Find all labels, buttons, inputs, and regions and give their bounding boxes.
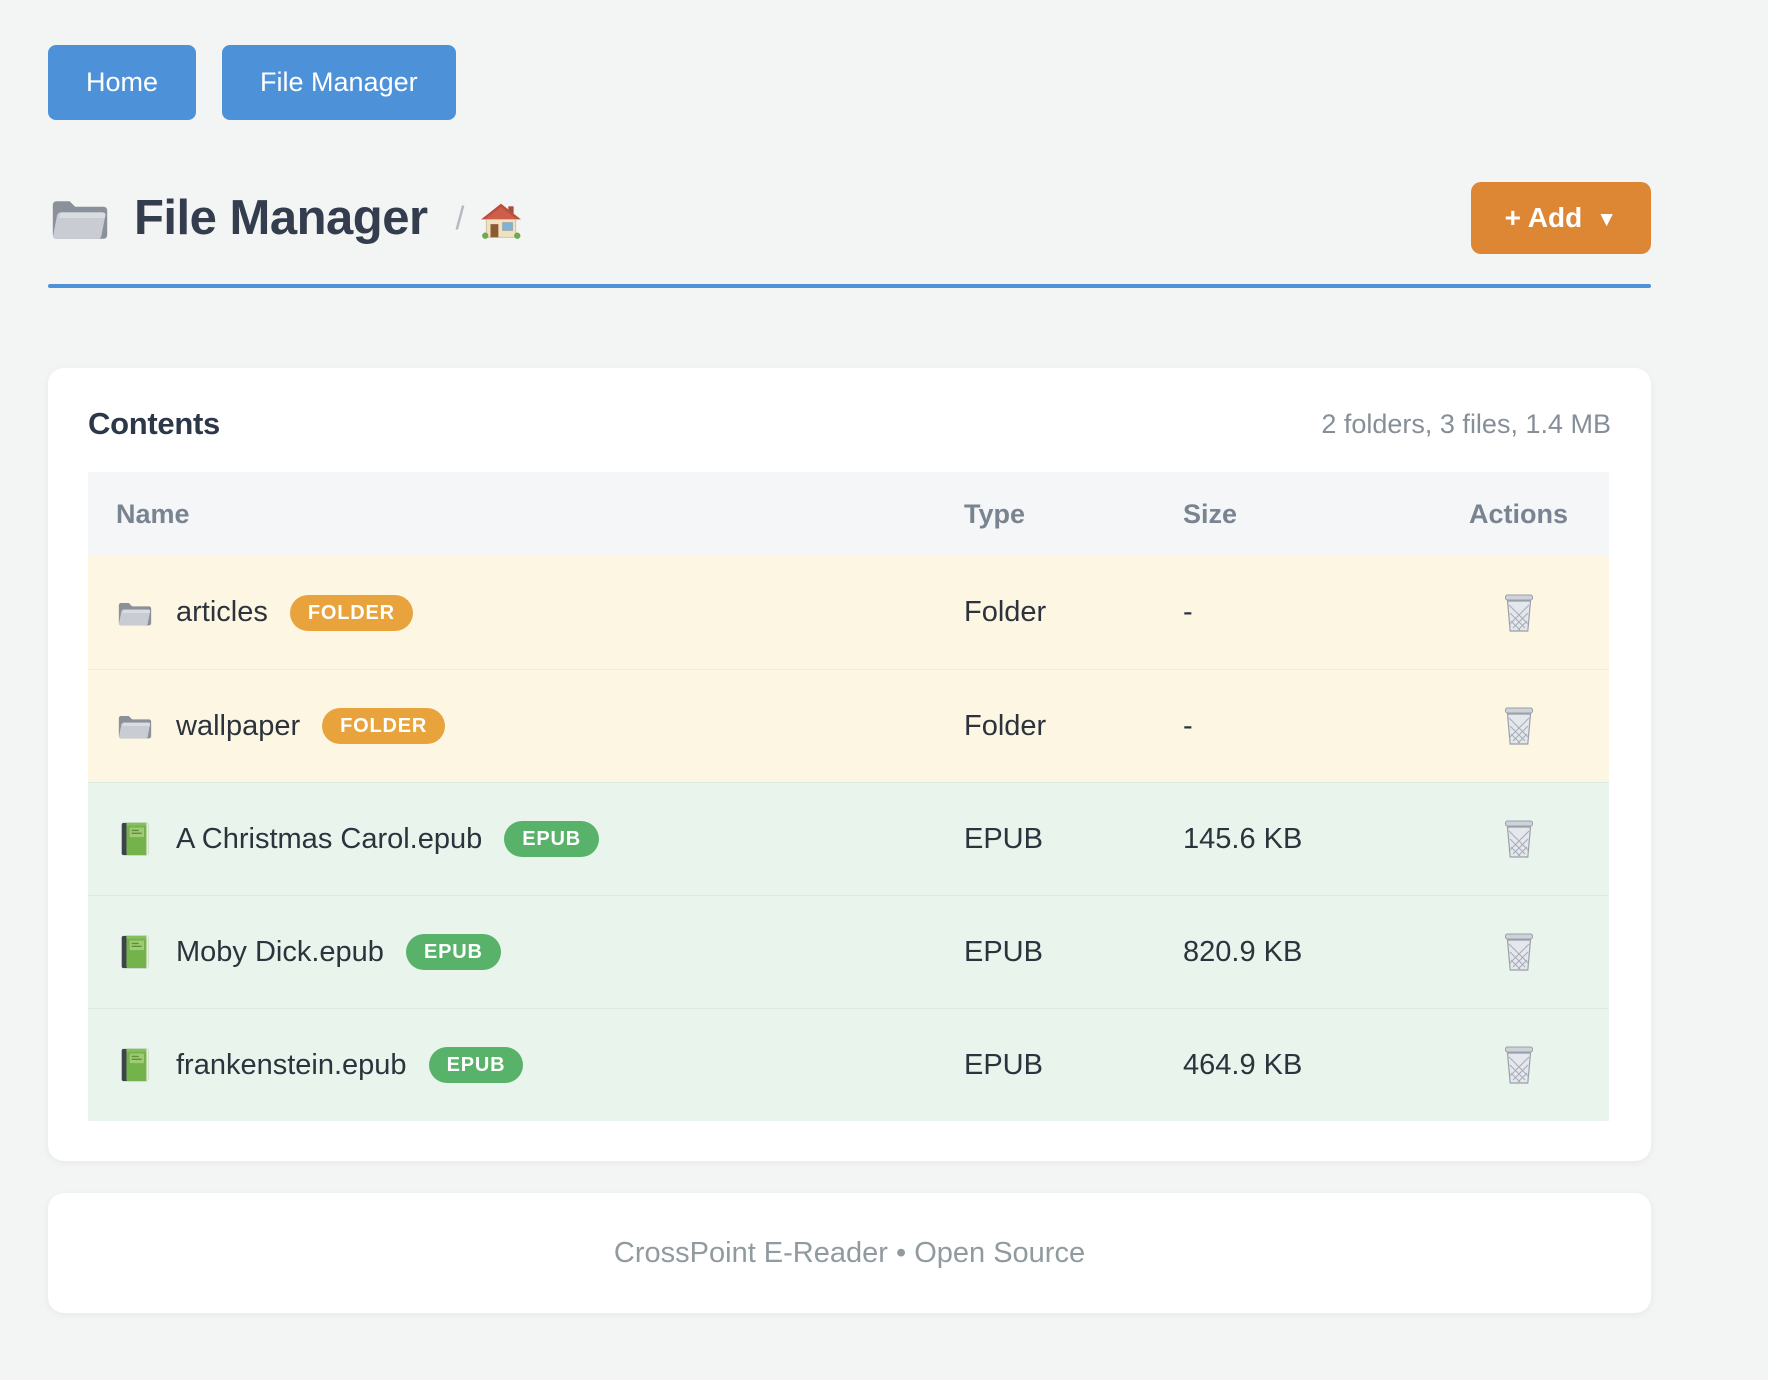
column-header-type: Type [964, 498, 1026, 529]
file-type: EPUB [964, 935, 1043, 968]
contents-summary: 2 folders, 3 files, 1.4 MB [1321, 408, 1611, 439]
file-name-link[interactable]: Moby Dick.epub [176, 935, 384, 968]
footer-text: CrossPoint E-Reader • Open Source [613, 1236, 1086, 1269]
trash-icon [1504, 594, 1533, 632]
delete-button[interactable] [1497, 928, 1541, 976]
title-group: File Manager / [48, 190, 1471, 246]
folder-icon [118, 602, 152, 625]
table-row: wallpaper FOLDER Folder - [88, 669, 1609, 782]
table-row: Moby Dick.epub EPUB EPUB 820.9 KB [88, 895, 1609, 1008]
contents-card-header: Contents 2 folders, 3 files, 1.4 MB [88, 406, 1611, 472]
page-header: File Manager / + Add ▼ [48, 182, 1651, 254]
delete-button[interactable] [1497, 815, 1541, 863]
file-size: 464.9 KB [1183, 1048, 1303, 1081]
file-size: 820.9 KB [1183, 935, 1303, 968]
file-type: Folder [964, 709, 1047, 742]
folder-icon [118, 716, 152, 739]
file-type: Folder [964, 596, 1047, 628]
table-row: articles FOLDER Folder - [88, 556, 1609, 669]
file-name-link[interactable]: A Christmas Carol.epub [176, 822, 483, 855]
column-header-size: Size [1183, 498, 1238, 529]
home-icon[interactable] [480, 202, 522, 240]
delete-button[interactable] [1497, 702, 1541, 750]
green-book-icon [121, 1048, 149, 1082]
contents-heading: Contents [88, 406, 220, 441]
add-button[interactable]: + Add ▼ [1470, 182, 1651, 254]
type-badge: FOLDER [322, 708, 446, 744]
green-book-icon [121, 822, 149, 856]
folder-icon [52, 201, 108, 239]
green-book-icon [121, 935, 149, 969]
file-name-link[interactable]: wallpaper [176, 709, 301, 742]
nav-file-manager-button[interactable]: File Manager [222, 45, 456, 120]
delete-button[interactable] [1497, 1041, 1541, 1089]
type-badge: EPUB [504, 821, 600, 857]
contents-card: Contents 2 folders, 3 files, 1.4 MB Name… [48, 368, 1651, 1161]
file-size: - [1183, 709, 1193, 742]
table-row: A Christmas Carol.epub EPUB EPUB 145.6 K… [88, 782, 1609, 895]
trash-icon [1504, 820, 1533, 858]
trash-icon [1504, 707, 1533, 745]
file-type: EPUB [964, 1048, 1043, 1081]
title-underline [48, 284, 1651, 288]
file-type: EPUB [964, 822, 1043, 855]
file-name-link[interactable]: frankenstein.epub [176, 1048, 407, 1081]
footer-card: CrossPoint E-Reader • Open Source [48, 1193, 1651, 1313]
column-header-name: Name [116, 498, 190, 529]
trash-icon [1504, 933, 1533, 971]
table-row: frankenstein.epub EPUB EPUB 464.9 KB [88, 1008, 1609, 1121]
delete-button[interactable] [1497, 589, 1541, 637]
type-badge: FOLDER [289, 594, 413, 631]
breadcrumb-separator: / [455, 199, 465, 236]
trash-icon [1504, 1046, 1533, 1084]
table-header-row: Name Type Size Actions [88, 472, 1609, 556]
type-badge: EPUB [405, 934, 501, 970]
file-size: 145.6 KB [1183, 822, 1303, 855]
file-name-link[interactable]: articles [176, 596, 268, 628]
caret-down-icon: ▼ [1596, 207, 1617, 231]
column-header-actions: Actions [1468, 498, 1568, 529]
top-navigation: Home File Manager [48, 0, 1651, 120]
nav-home-button[interactable]: Home [48, 45, 197, 120]
file-size: - [1183, 596, 1193, 628]
file-table: Name Type Size Actions articles FOLDER F… [88, 472, 1609, 1121]
add-button-label: + Add [1504, 202, 1583, 233]
type-badge: EPUB [428, 1047, 524, 1083]
page-container: Home File Manager File Manager / [48, 0, 1651, 1313]
page-title: File Manager [134, 191, 428, 245]
